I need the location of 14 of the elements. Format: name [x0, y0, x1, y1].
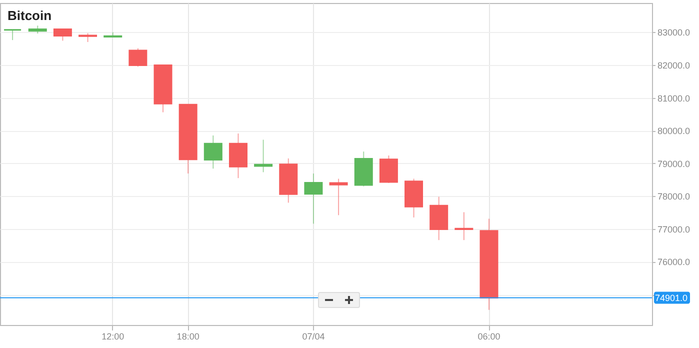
y-tick-label: 80000.0 — [658, 126, 690, 136]
x-tick-label: 12:00 — [102, 332, 124, 342]
y-tick-label: 77000.0 — [658, 224, 690, 234]
y-tick-label: 83000.0 — [658, 28, 690, 38]
x-tick-label: 07/04 — [302, 332, 325, 342]
x-tick-label: 06:00 — [478, 332, 500, 342]
y-tick-label: 82000.0 — [658, 60, 690, 70]
y-tick-label: 76000.0 — [658, 257, 690, 268]
y-tick-label: 78000.0 — [658, 192, 690, 202]
y-tick-label: 79000.0 — [658, 158, 690, 169]
ref-line-label: 74901.0 — [655, 292, 688, 303]
x-tick-label: 18:00 — [176, 332, 200, 342]
chart-title: Bitcoin — [8, 8, 52, 23]
y-tick-label: 81000.0 — [658, 93, 690, 104]
